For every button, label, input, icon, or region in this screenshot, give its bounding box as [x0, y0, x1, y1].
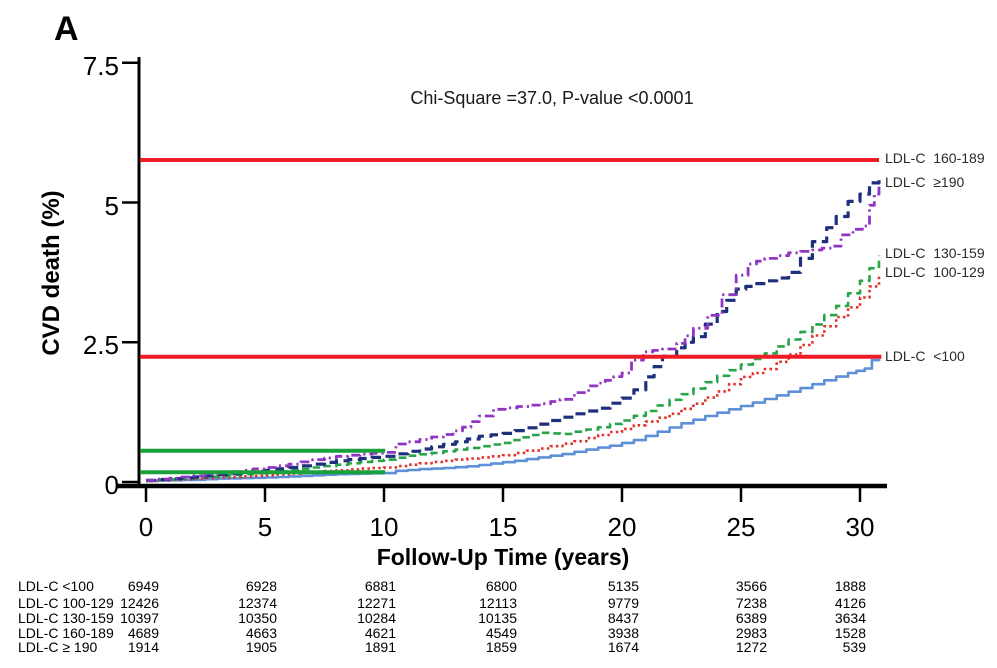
risk-table-cell-ldl-c-100-t10: 6881 — [364, 578, 396, 594]
curve-label-ldl-c-190: LDL-C ≥190 — [885, 173, 965, 190]
x-tick-label-5: 5 — [257, 512, 273, 542]
risk-table-row-label-ldl-c-130-159: LDL-C 130-159 — [18, 610, 114, 626]
y-tick-label-0: 0 — [104, 470, 119, 500]
risk-table-cell-ldl-c-160-189-t30: 1528 — [834, 625, 866, 641]
curve-ldl-c-190 — [146, 185, 881, 482]
risk-table-row-label-ldl-c-100: LDL-C <100 — [18, 578, 94, 594]
panel-label: A — [54, 10, 79, 48]
risk-table-cell-ldl-c-130-159-t0: 10397 — [120, 610, 159, 626]
risk-table-row-label-ldl-c-190: LDL-C ≥ 190 — [18, 639, 98, 655]
x-tick-label-15: 15 — [488, 512, 518, 542]
risk-table-cell-ldl-c-100-129-t0: 12426 — [120, 595, 159, 611]
risk-table-cell-ldl-c-100-129-t5: 12374 — [238, 595, 277, 611]
curve-label-ldl-c-160-189: LDL-C 160-189 — [885, 149, 985, 166]
risk-table-cell-ldl-c-130-159-t15: 10135 — [478, 610, 517, 626]
risk-table-cell-ldl-c-190-t10: 1891 — [364, 639, 396, 655]
risk-table-cell-ldl-c-100-129-t25: 7238 — [735, 595, 767, 611]
risk-table-cell-ldl-c-130-159-t20: 8437 — [607, 610, 639, 626]
curve-ldl-c-160-189 — [146, 177, 881, 482]
risk-table-cell-ldl-c-130-159-t25: 6389 — [735, 610, 767, 626]
x-tick-label-10: 10 — [369, 512, 399, 542]
x-tick-label-0: 0 — [138, 512, 154, 542]
curve-label-ldl-c-100-129: LDL-C 100-129 — [885, 263, 985, 280]
risk-table-cell-ldl-c-100-t15: 6800 — [485, 578, 517, 594]
curve-ldl-c-130-159 — [146, 255, 881, 483]
risk-table-cell-ldl-c-160-189-t5: 4663 — [245, 625, 277, 641]
risk-table-cell-ldl-c-130-159-t10: 10284 — [357, 610, 396, 626]
risk-table-cell-ldl-c-100-129-t15: 12113 — [479, 595, 517, 611]
risk-table-cell-ldl-c-100-129-t30: 4126 — [834, 595, 866, 611]
curve-label-ldl-c-130-159: LDL-C 130-159 — [885, 244, 985, 261]
risk-table-cell-ldl-c-100-t0: 6949 — [127, 578, 159, 594]
x-tick-label-25: 25 — [726, 512, 756, 542]
risk-table-cell-ldl-c-190-t15: 1859 — [485, 639, 517, 655]
risk-table-cell-ldl-c-190-t25: 1272 — [735, 639, 767, 655]
risk-table-cell-ldl-c-160-189-t10: 4621 — [364, 625, 396, 641]
risk-table-cell-ldl-c-160-189-t0: 4689 — [127, 625, 159, 641]
curve-label-ldl-c-100: LDL-C <100 — [885, 347, 965, 364]
y-tick-label-5: 5 — [104, 190, 119, 221]
risk-table-cell-ldl-c-100-129-t20: 9779 — [607, 595, 639, 611]
y-tick-label-7.5: 7.5 — [82, 50, 119, 81]
chi-square-annotation: Chi-Square =37.0, P-value <0.0001 — [410, 88, 694, 108]
risk-table-cell-ldl-c-100-t30: 1888 — [834, 578, 866, 594]
x-tick-label-30: 30 — [845, 512, 875, 542]
risk-table-row-label-ldl-c-100-129: LDL-C 100-129 — [18, 595, 114, 611]
risk-table-cell-ldl-c-190-t20: 1674 — [607, 639, 639, 655]
risk-table-cell-ldl-c-130-159-t30: 3634 — [834, 610, 866, 626]
risk-table-cell-ldl-c-100-t20: 5135 — [607, 578, 639, 594]
curve-ldl-c-100-129 — [146, 275, 881, 483]
y-tick-label-2.5: 2.5 — [82, 330, 119, 361]
risk-table-row-label-ldl-c-160-189: LDL-C 160-189 — [18, 625, 114, 641]
curve-ldl-c-100 — [146, 358, 881, 483]
risk-table-cell-ldl-c-100-t5: 6928 — [245, 578, 277, 594]
risk-table-cell-ldl-c-190-t0: 1914 — [127, 639, 159, 655]
risk-table-cell-ldl-c-190-t30: 539 — [842, 639, 866, 655]
x-tick-label-20: 20 — [607, 512, 637, 542]
risk-table-cell-ldl-c-190-t5: 1905 — [245, 639, 277, 655]
x-axis-title: Follow-Up Time (years) — [376, 544, 630, 570]
risk-table-cell-ldl-c-160-189-t15: 4549 — [485, 625, 517, 641]
risk-table-cell-ldl-c-100-t25: 3566 — [735, 578, 767, 594]
risk-table-cell-ldl-c-160-189-t20: 3938 — [607, 625, 639, 641]
risk-table-cell-ldl-c-100-129-t10: 12271 — [357, 595, 396, 611]
risk-table-cell-ldl-c-130-159-t5: 10350 — [238, 610, 277, 626]
risk-table-cell-ldl-c-160-189-t25: 2983 — [735, 625, 767, 641]
